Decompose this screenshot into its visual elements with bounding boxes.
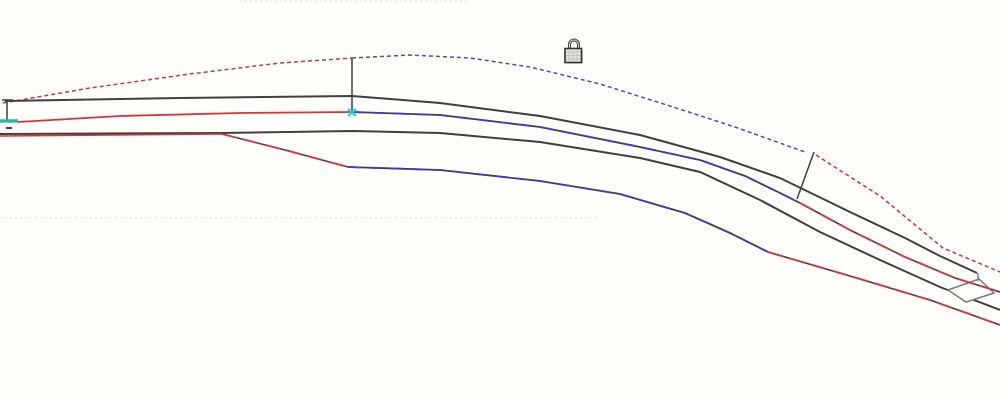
rail-top (4, 94, 978, 274)
station-tick-right (796, 151, 815, 200)
grade-red-left-2 (0, 133, 223, 137)
lock-body-hatch (566, 49, 581, 62)
approach-red-dashed (2, 57, 353, 104)
profile-red-right-1 (799, 202, 1000, 293)
grade-red-left-1 (17, 111, 353, 123)
crest-blue-dashed (351, 54, 806, 153)
profile-blue-1 (351, 111, 801, 204)
lock-icon (563, 36, 585, 64)
exit-red-dashed (815, 154, 1000, 273)
profile-blue-2-overlay (347, 166, 769, 253)
grade-red-diagonal (221, 133, 349, 168)
cyan-node-cross-b (347, 108, 357, 117)
profile-blue-2 (347, 166, 769, 253)
profile-red-right-2-overlay (767, 251, 1000, 326)
profile-red-right-1-overlay (799, 202, 1000, 293)
lock-shackle-inner (569, 39, 579, 49)
profile-blue-1-overlay (351, 111, 801, 204)
rail-bottom (0, 129, 1000, 311)
